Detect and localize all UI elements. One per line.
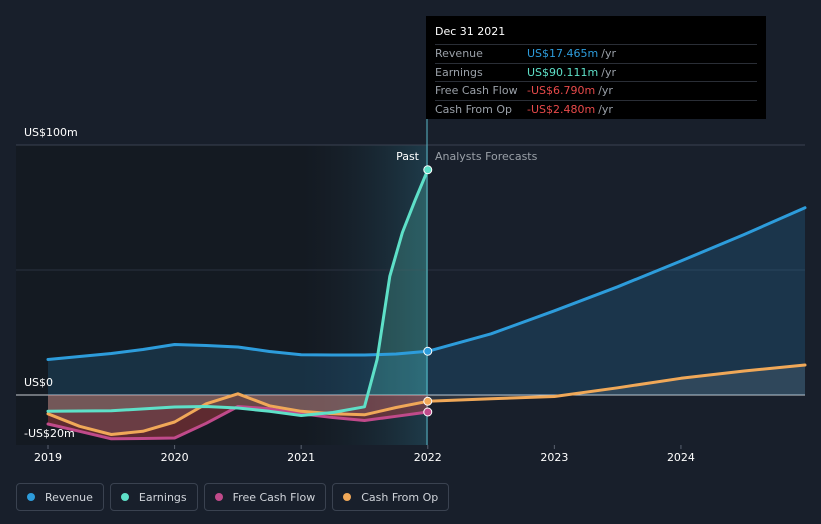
- y-tick-label-zero: US$0: [24, 376, 53, 389]
- tooltip-unit: /yr: [601, 65, 616, 79]
- legend-item-earnings[interactable]: Earnings: [109, 483, 198, 511]
- legend-item-free-cash-flow[interactable]: Free Cash Flow: [203, 483, 327, 511]
- tooltip-value: -US$6.790m: [527, 84, 596, 98]
- free-cash-flow-dot-icon: [214, 493, 223, 501]
- chart-legend: Revenue Earnings Free Cash Flow Cash Fro…: [16, 483, 450, 511]
- x-tick-label: 2024: [667, 451, 695, 464]
- legend-item-cash-from-op[interactable]: Cash From Op: [332, 483, 450, 511]
- tooltip-row-earnings: Earnings US$90.111m /yr: [435, 62, 757, 82]
- x-tick-label: 2021: [287, 451, 315, 464]
- tooltip-unit: /yr: [598, 102, 613, 116]
- earnings-area: [48, 169, 428, 416]
- tooltip-label: Revenue: [435, 47, 483, 61]
- revenue-dot-icon: [27, 493, 35, 501]
- tooltip-row-revenue: Revenue US$17.465m /yr: [435, 44, 757, 63]
- revenue-line: [46, 206, 807, 361]
- tooltip-value: US$90.111m: [527, 65, 599, 79]
- x-tick-label: 2019: [34, 451, 62, 464]
- forecast-label: Analysts Forecasts: [435, 150, 538, 163]
- cash-from-op-dot-icon: [343, 493, 352, 501]
- earnings-line: [46, 168, 430, 417]
- tooltip-unit: /yr: [598, 84, 613, 98]
- earnings-point[interactable]: [423, 165, 433, 175]
- legend-label: Cash From Op: [361, 490, 439, 504]
- earnings-dot-icon: [120, 493, 129, 501]
- tooltip-value: -US$2.480m: [527, 102, 596, 116]
- cash-from-op-point[interactable]: [423, 396, 433, 406]
- past-label: Past: [396, 150, 420, 163]
- data-tooltip: Dec 31 2021 Revenue US$17.465m /yr Earni…: [426, 16, 766, 119]
- revenue-point[interactable]: [423, 346, 433, 356]
- tooltip-row-free-cash-flow: Free Cash Flow -US$6.790m /yr: [435, 81, 757, 100]
- tooltip-label: Free Cash Flow: [435, 84, 518, 98]
- tooltip-unit: /yr: [601, 47, 616, 61]
- free-cash-flow-area: [48, 395, 428, 439]
- tooltip-label: Cash From Op: [435, 102, 513, 116]
- tooltip-row-cash-from-op: Cash From Op -US$2.480m /yr: [435, 99, 757, 119]
- x-tick-label: 2022: [414, 451, 442, 464]
- tooltip-label: Earnings: [435, 65, 483, 79]
- tooltip-date: Dec 31 2021: [435, 25, 506, 38]
- free-cash-flow-point[interactable]: [423, 407, 433, 417]
- legend-label: Earnings: [138, 490, 187, 504]
- y-tick-label-bottom: -US$20m: [24, 427, 75, 440]
- legend-label: Free Cash Flow: [232, 490, 316, 504]
- y-tick-label-top: US$100m: [24, 126, 78, 139]
- tooltip-value: US$17.465m: [527, 47, 599, 61]
- x-tick-label: 2020: [161, 451, 189, 464]
- legend-item-revenue[interactable]: Revenue: [16, 483, 104, 511]
- x-tick-label: 2023: [540, 451, 568, 464]
- legend-label: Revenue: [45, 490, 93, 504]
